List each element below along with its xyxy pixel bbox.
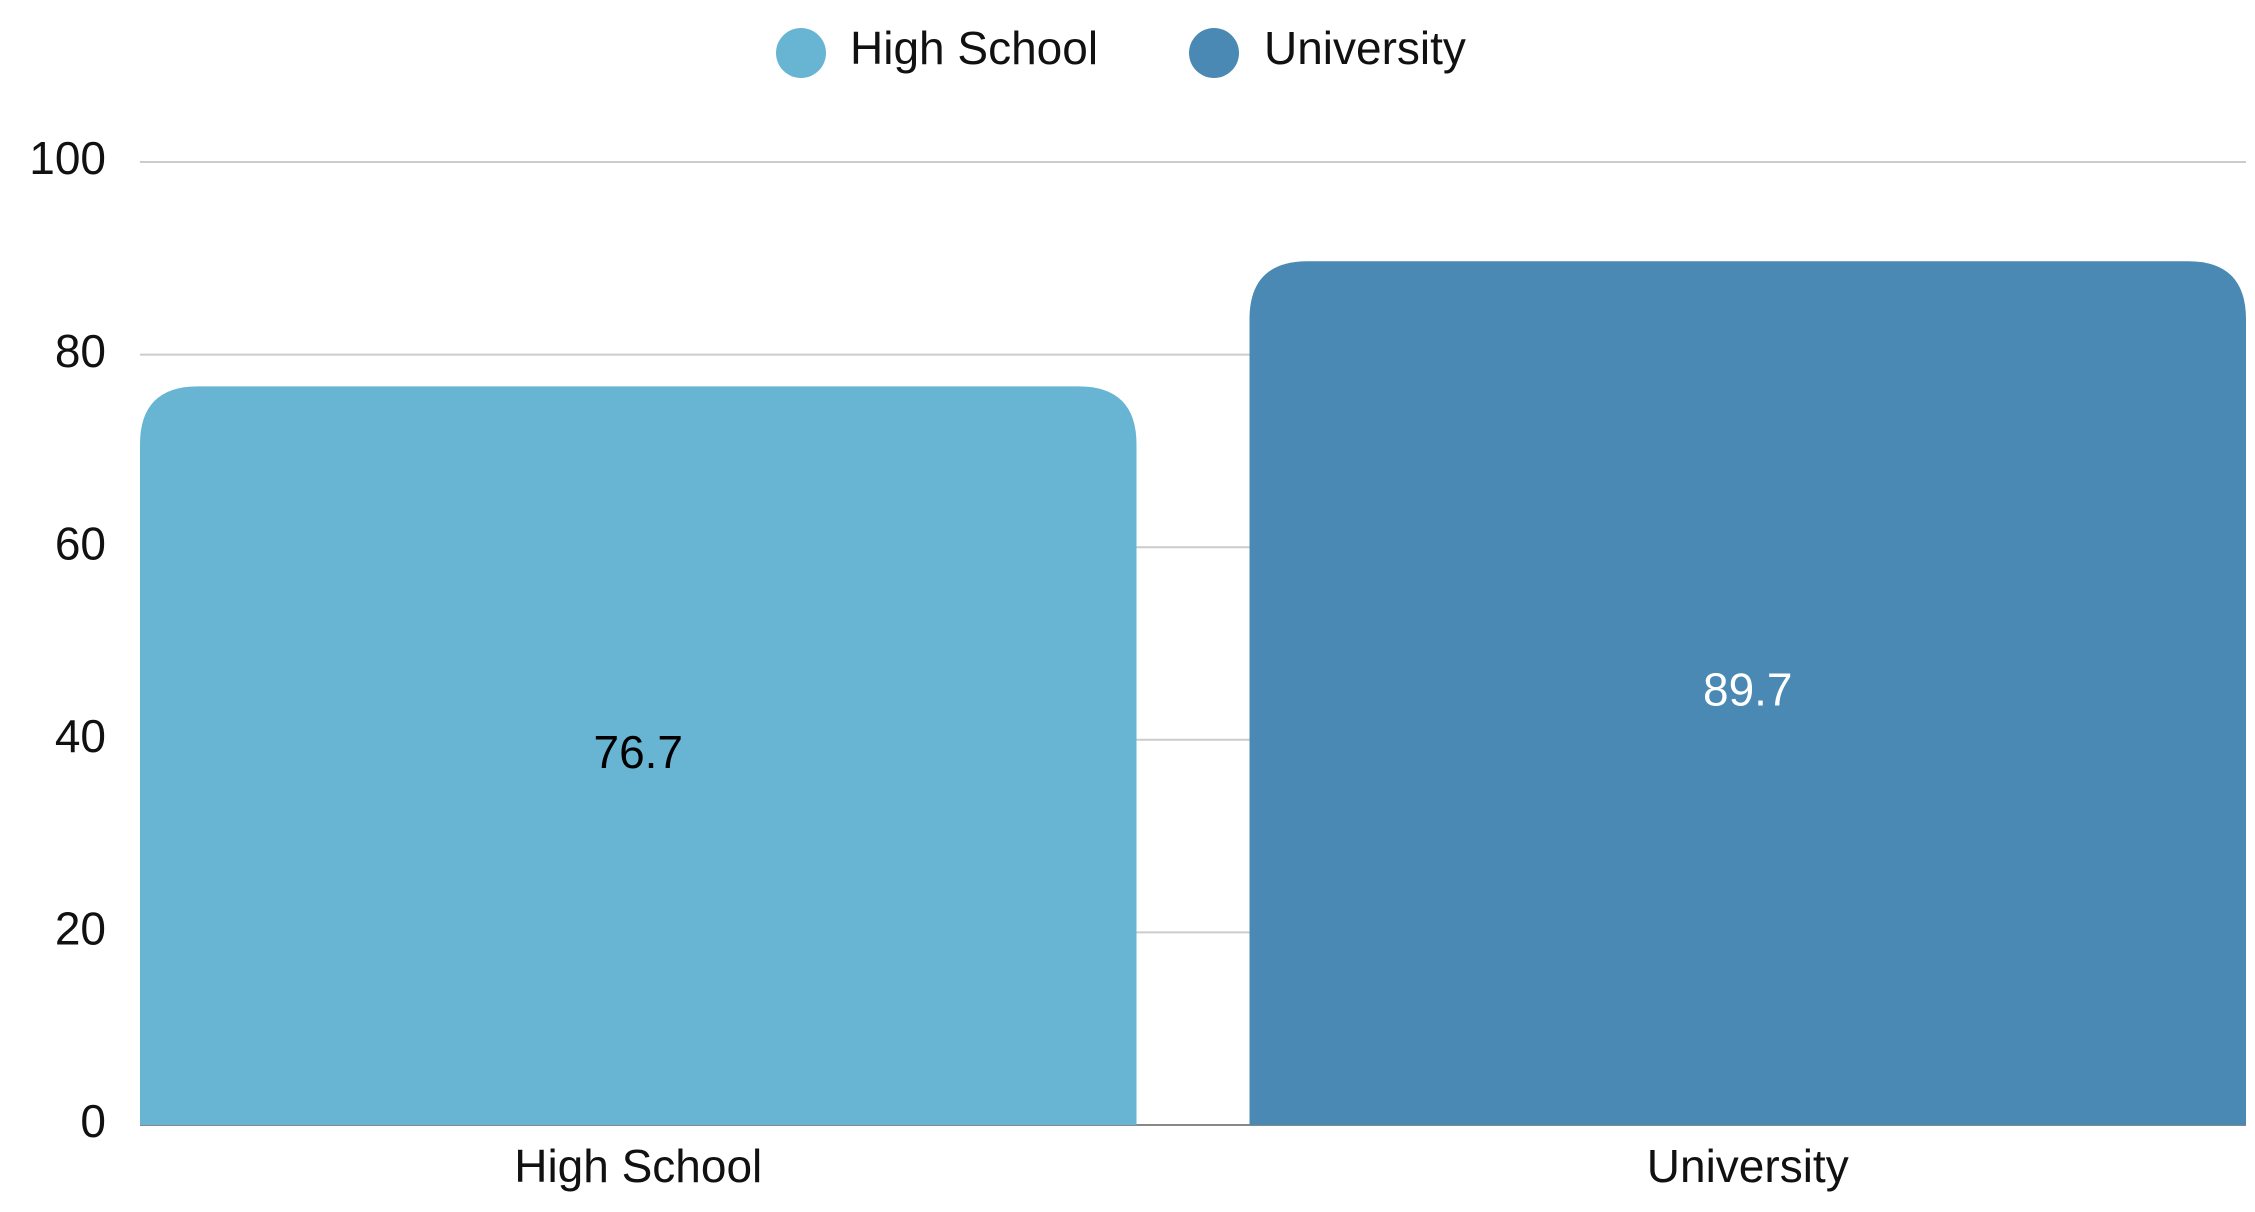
- y-tick-label: 60: [55, 517, 106, 569]
- x-tick-label: University: [1647, 1140, 1849, 1192]
- value-label: 76.7: [593, 726, 683, 778]
- value-label: 89.7: [1703, 663, 1793, 715]
- y-tick-label: 40: [55, 710, 106, 762]
- y-tick-label: 20: [55, 903, 106, 955]
- legend-marker: [776, 28, 826, 78]
- legend-marker: [1189, 28, 1239, 78]
- legend-label: University: [1264, 22, 1466, 74]
- bar: [1249, 261, 2246, 1126]
- x-tick-label: High School: [514, 1140, 762, 1192]
- legend-label: High School: [850, 22, 1098, 74]
- y-tick-label: 0: [80, 1095, 106, 1147]
- y-tick-label: 80: [55, 325, 106, 377]
- y-tick-label: 100: [29, 132, 106, 184]
- bar: [140, 386, 1137, 1125]
